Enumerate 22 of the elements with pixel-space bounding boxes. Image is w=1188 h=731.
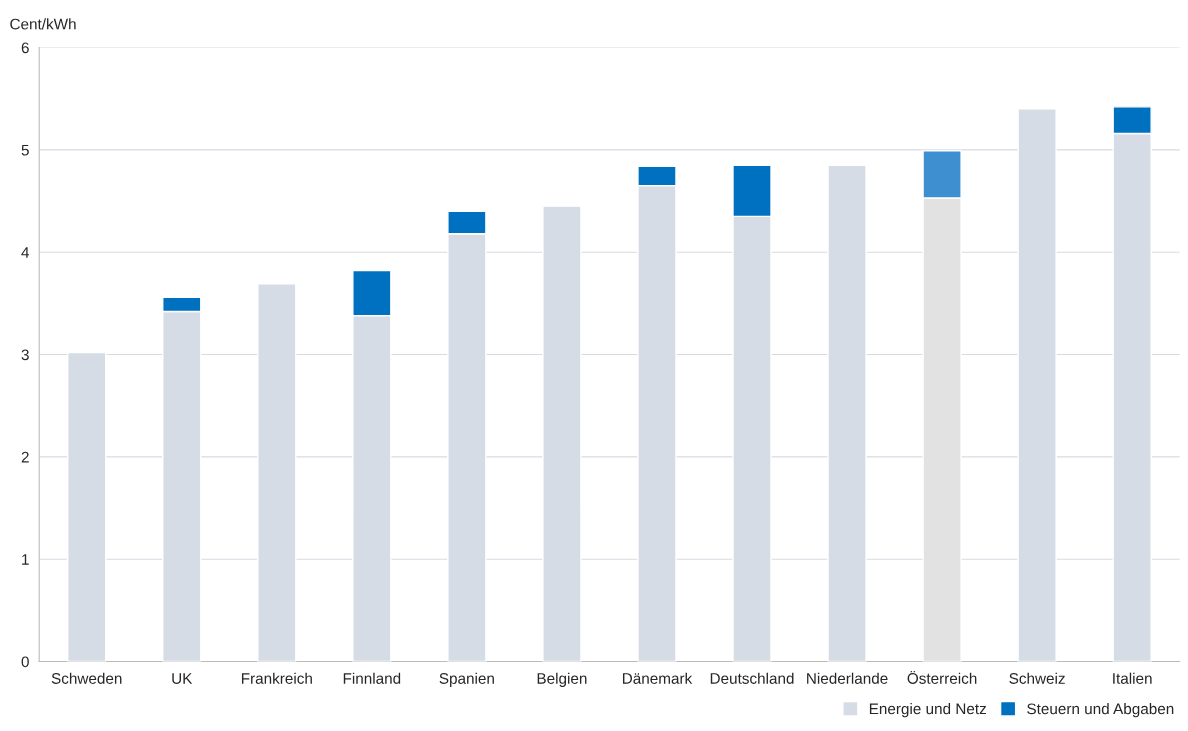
x-tick-label: Schweden [51, 672, 122, 684]
x-tick-label: Belgien [537, 672, 587, 687]
y-tick-label: 4 [21, 247, 30, 258]
x-tick-label: UK [172, 673, 193, 684]
x-tick-label: Dänemark [622, 672, 693, 684]
x-tick-label: Österreich [907, 670, 977, 684]
legend-label: Steuern und Abgaben [1027, 703, 1174, 718]
y-tick-label: 1 [22, 554, 29, 565]
y-tick-label: 3 [21, 349, 29, 361]
x-tick-label: Schweiz [1009, 672, 1065, 684]
x-tick-label: Deutschland [710, 672, 794, 684]
y-tick-label: 0 [21, 656, 29, 668]
x-tick-label: Italien [1113, 672, 1152, 684]
y-axis-title: Cent/kWh [10, 18, 76, 30]
y-tick-label: 6 [21, 42, 29, 54]
x-tick-label: Spanien [439, 672, 494, 687]
y-tick-label: 2 [21, 451, 29, 463]
legend-label: Energie und Netz [869, 703, 986, 718]
x-tick-label: Niederlande [807, 672, 888, 684]
x-tick-label: Finnland [343, 672, 401, 684]
x-tick-label: Frankreich [241, 672, 312, 684]
y-tick-label: 5 [21, 144, 29, 156]
